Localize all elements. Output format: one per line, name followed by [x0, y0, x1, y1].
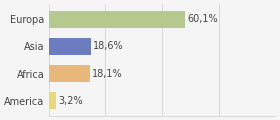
Bar — [49, 92, 56, 109]
Bar — [49, 65, 90, 82]
Text: 18,6%: 18,6% — [93, 41, 124, 51]
Bar — [49, 11, 185, 28]
Text: 18,1%: 18,1% — [92, 69, 123, 79]
Text: 60,1%: 60,1% — [187, 14, 218, 24]
Text: 3,2%: 3,2% — [58, 96, 83, 106]
Bar — [49, 38, 91, 55]
